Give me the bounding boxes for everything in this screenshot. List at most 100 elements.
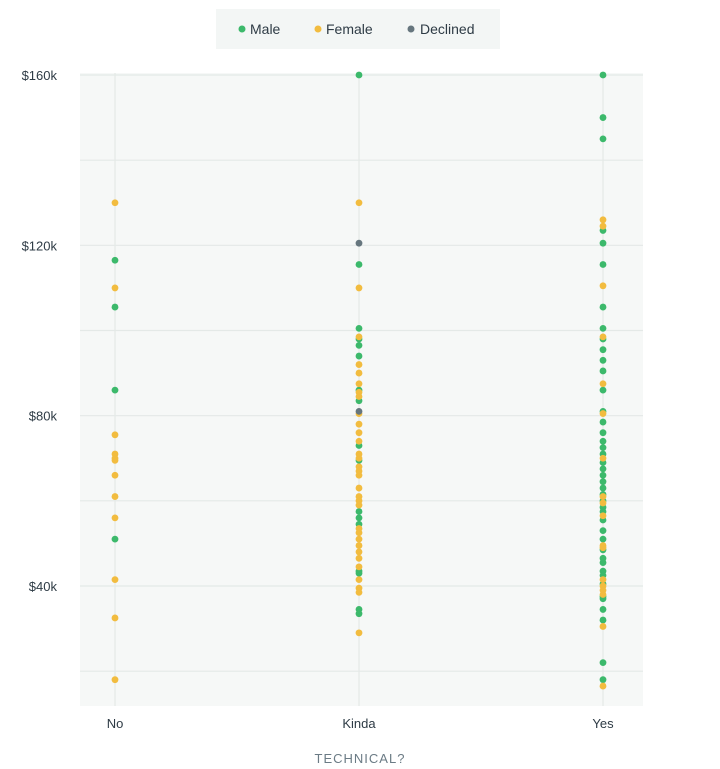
data-point[interactable] [355,588,363,596]
data-point[interactable] [599,606,607,613]
data-point[interactable] [355,569,363,577]
data-point[interactable] [599,591,607,598]
data-point[interactable] [599,261,607,268]
data-point[interactable] [599,222,607,230]
data-point[interactable] [599,559,607,566]
data-point[interactable] [599,682,607,690]
data-point[interactable] [111,284,119,292]
data-point[interactable] [355,393,363,400]
data-point[interactable] [355,369,363,377]
data-point[interactable] [355,548,363,556]
data-point[interactable] [111,471,119,479]
data-point[interactable] [599,135,607,143]
data-point[interactable] [599,333,607,341]
data-point[interactable] [355,514,363,522]
data-point[interactable] [111,456,119,464]
series-declined [355,239,363,415]
data-point[interactable] [355,408,363,415]
y-tick-label: $80k [29,409,58,424]
data-point[interactable] [599,659,607,667]
data-point[interactable] [599,576,607,584]
data-point[interactable] [355,529,363,537]
data-point[interactable] [111,614,119,622]
data-point[interactable] [355,361,363,368]
data-point[interactable] [355,284,363,292]
data-point[interactable] [599,346,607,354]
data-point[interactable] [111,493,119,500]
data-point[interactable] [355,352,363,360]
data-point[interactable] [599,239,607,247]
data-point[interactable] [599,512,607,520]
data-point[interactable] [355,501,363,509]
x-tick-label: Kinda [342,716,376,731]
legend-item-female[interactable]: Female [314,21,373,37]
data-point[interactable] [599,493,607,500]
data-point[interactable] [599,71,607,79]
x-axis-title: TECHNICAL? [315,751,406,766]
data-point[interactable] [355,610,363,618]
data-point[interactable] [355,576,363,584]
data-point[interactable] [111,535,119,543]
data-point[interactable] [599,623,607,630]
data-point[interactable] [599,454,607,462]
data-point[interactable] [599,386,607,394]
data-point[interactable] [599,356,607,364]
y-axis: $40k $80k $120k $160k [22,68,58,594]
data-point[interactable] [111,386,119,394]
data-point[interactable] [355,420,363,428]
data-point[interactable] [355,71,363,79]
data-point[interactable] [599,499,607,507]
data-point[interactable] [599,465,607,473]
data-point[interactable] [355,629,363,637]
data-point[interactable] [599,216,607,224]
data-point[interactable] [355,380,363,388]
data-point[interactable] [599,303,607,311]
data-point[interactable] [355,324,363,332]
data-point[interactable] [599,535,607,543]
data-point[interactable] [599,676,607,684]
data-point[interactable] [111,514,119,522]
data-point[interactable] [111,676,119,684]
data-points [111,71,607,690]
data-point[interactable] [355,471,363,479]
data-point[interactable] [599,282,607,290]
data-point[interactable] [355,239,363,247]
data-point[interactable] [599,429,607,437]
data-point[interactable] [599,418,607,426]
data-point[interactable] [599,544,607,552]
data-point[interactable] [111,576,119,584]
data-point[interactable] [599,471,607,479]
data-point[interactable] [355,333,363,341]
data-point[interactable] [111,303,119,311]
data-point[interactable] [111,431,119,439]
data-point[interactable] [599,616,607,624]
data-point[interactable] [355,342,363,349]
data-point[interactable] [355,484,363,492]
data-point[interactable] [599,444,607,452]
data-point[interactable] [355,261,363,268]
data-point[interactable] [599,114,607,121]
data-point[interactable] [355,429,363,437]
data-point[interactable] [599,410,607,417]
data-point[interactable] [111,256,119,264]
data-point[interactable] [355,199,363,207]
legend-label-male: Male [250,21,281,37]
data-point[interactable] [599,527,607,535]
data-point[interactable] [355,437,363,445]
data-point[interactable] [599,484,607,492]
data-point[interactable] [355,535,363,543]
data-point[interactable] [355,563,363,571]
data-point[interactable] [599,367,607,375]
data-point[interactable] [599,324,607,332]
data-point[interactable] [355,508,363,515]
legend-item-declined[interactable]: Declined [407,21,475,37]
data-point[interactable] [355,542,363,549]
data-point[interactable] [599,380,607,388]
legend-item-male[interactable]: Male [238,21,281,37]
data-point[interactable] [599,437,607,445]
data-point[interactable] [111,199,119,207]
data-point[interactable] [355,554,363,562]
data-point[interactable] [355,454,363,462]
data-point[interactable] [599,478,607,486]
